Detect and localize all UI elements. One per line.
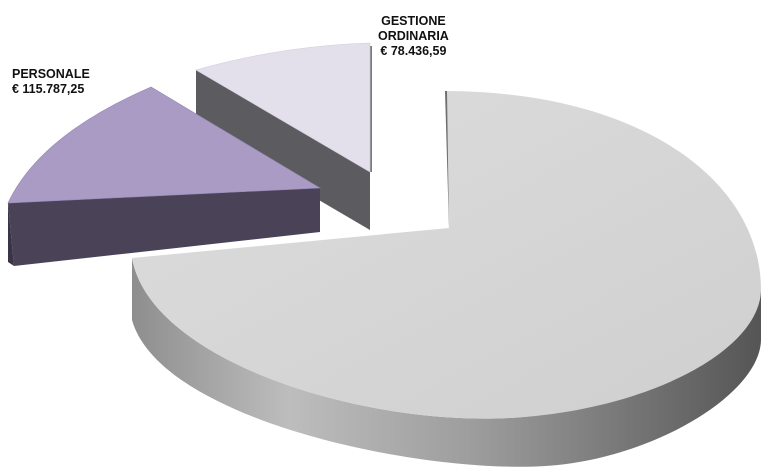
slice-gestione-ordinaria-top	[195, 42, 371, 173]
slice-personale-side-shadow	[8, 203, 14, 266]
slice-main	[132, 91, 761, 467]
label-personale-value: € 115.787,25	[12, 82, 85, 96]
label-personale: PERSONALE € 115.787,25	[12, 67, 90, 97]
label-gestione-ordinaria: GESTIONE ORDINARIA € 78.436,59	[378, 14, 449, 59]
slice-personale-top	[7, 86, 322, 204]
slice-gestione-ordinaria	[195, 42, 372, 230]
label-personale-name: PERSONALE	[12, 67, 90, 81]
slice-personale	[7, 86, 322, 266]
label-gestione-line2: ORDINARIA	[378, 29, 449, 43]
label-gestione-line1: GESTIONE	[381, 14, 446, 28]
slice-gestione-ordinaria-side-right	[370, 46, 372, 172]
slice-gestione-ordinaria-side-left	[196, 70, 370, 230]
label-gestione-value: € 78.436,59	[380, 44, 447, 58]
slice-main-top	[132, 91, 761, 419]
slice-main-side	[132, 258, 761, 467]
slice-personale-side	[8, 188, 320, 266]
